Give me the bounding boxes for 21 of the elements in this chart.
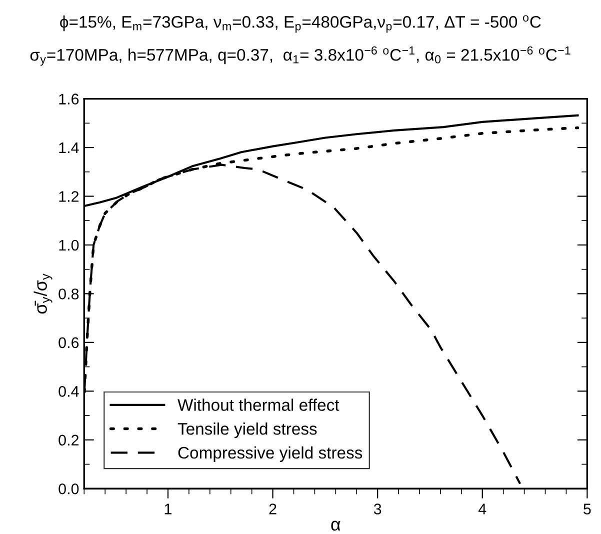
y-tick-label: 1.0 bbox=[59, 240, 79, 251]
y-tick-label: 1.4 bbox=[59, 142, 79, 154]
x-tick-label: 5 bbox=[584, 504, 591, 514]
x-tick-label: 3 bbox=[374, 504, 382, 514]
y-tick-label: 1.6 bbox=[59, 94, 79, 104]
y-tick-label: 0.6 bbox=[58, 337, 79, 348]
y-tick-label: 1.2 bbox=[59, 191, 79, 202]
legend-label: Tensile yield stress bbox=[178, 422, 317, 438]
x-axis-title: α bbox=[331, 520, 340, 531]
text: σ$_{y}$=170MPa, h=577MPa, q=0.37, α$_{1}$= 3.8x10$^{−6 o}$C$^{−1}$, α$_{0}$ = 21.5x10$^{−6 o}$C$^{−1}$ bbox=[30, 46, 570, 66]
y-tick-label: 0.2 bbox=[58, 434, 79, 446]
y-tick-label: 0.0 bbox=[58, 483, 79, 494]
y-tick-label: 0.8 bbox=[58, 288, 79, 300]
x-tick-label: 4 bbox=[478, 504, 486, 514]
chart-title: ϕ=15%, E$_{m}$=73GPa, ν$_{m}$=0.33, E$_{p}$=480GPa,ν$_{p}$=0.17, ΔT = -500 $^{o}$C bbox=[60, 15, 541, 33]
y-tick-label: 0.4 bbox=[58, 386, 79, 397]
y-axis-title: σ̄$_{y}$/σ$_{y}$ bbox=[34, 274, 52, 314]
legend-label: Compressive yield stress bbox=[178, 446, 362, 462]
legend-label: Without thermal effect bbox=[178, 398, 340, 411]
x-tick-label: 2 bbox=[269, 504, 276, 514]
x-tick-label: 1 bbox=[164, 504, 172, 514]
